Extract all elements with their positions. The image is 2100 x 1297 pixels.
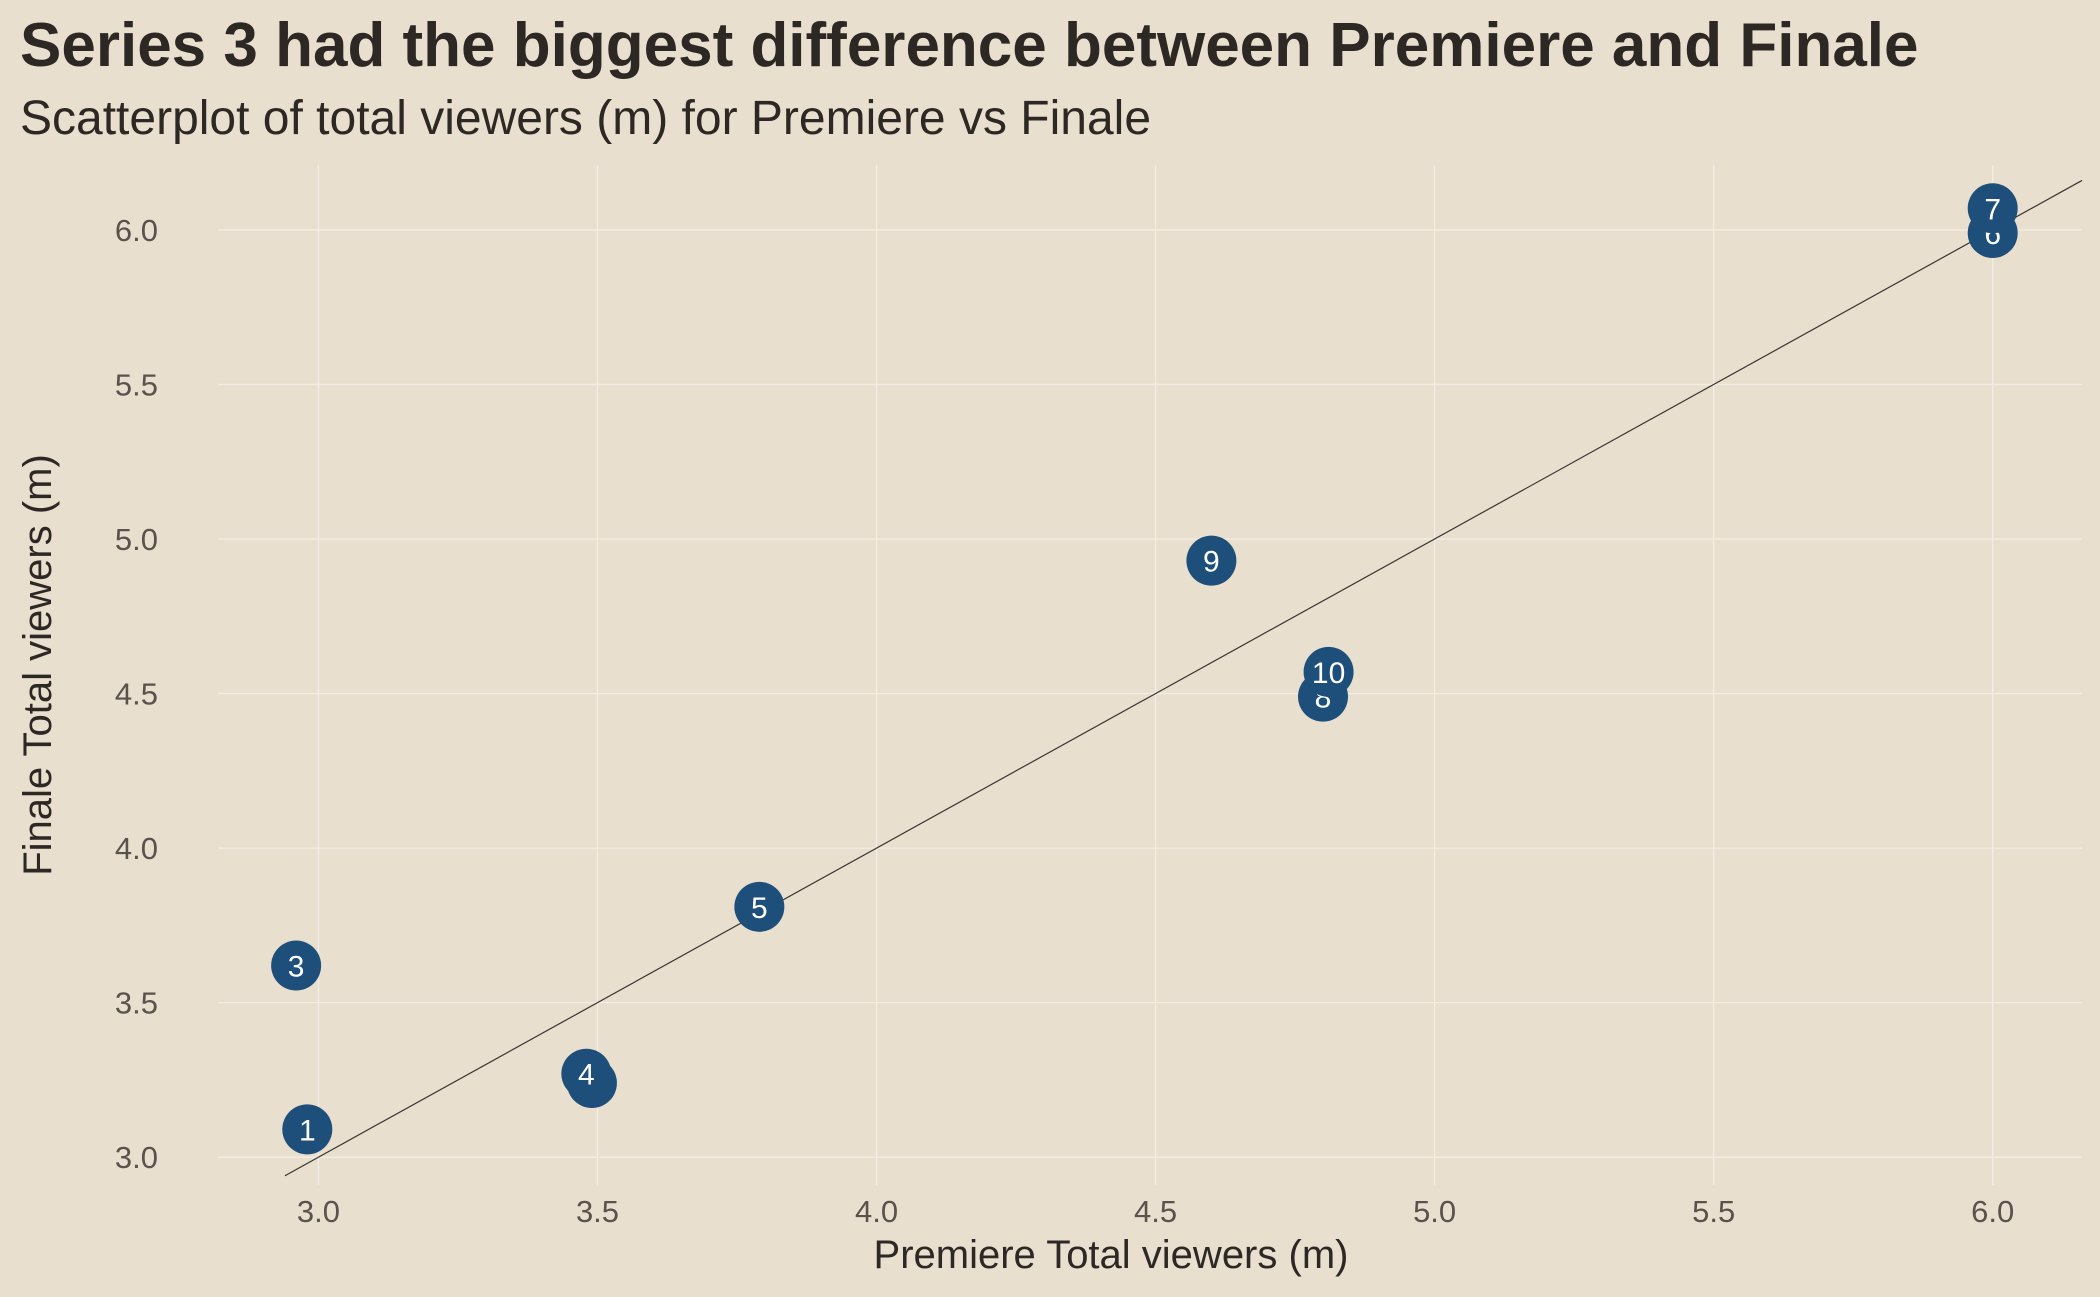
data-point-label: 3: [288, 951, 305, 984]
y-tick-label: 5.0: [115, 522, 158, 557]
reference-line-layer: [284, 179, 2083, 1177]
data-point-label: 1: [299, 1114, 316, 1147]
point-layer: 12345678910: [271, 183, 2018, 1155]
y-tick-label: 6.0: [115, 213, 158, 248]
data-point-label: 5: [751, 892, 768, 925]
data-point: 4: [561, 1048, 612, 1099]
x-tick-label: 5.0: [1413, 1194, 1456, 1229]
tick-label-layer: 3.0 3.5 4.0 4.5 5.0 5.5 6.0 3.0 3.5 4.0 4.5 5.0 5.5 6…: [115, 213, 2014, 1229]
x-tick-label: 3.5: [576, 1194, 619, 1229]
data-point: 9: [1186, 535, 1237, 586]
data-point-marker: [1967, 183, 2018, 234]
x-tick-label: 3.0: [297, 1194, 340, 1229]
data-point-marker: [271, 940, 322, 991]
x-axis-label: Premiere Total viewers (m): [874, 1233, 1349, 1277]
y-axis-label: Finale Total viewers (m): [16, 454, 60, 876]
x-tick-label: 4.0: [855, 1194, 898, 1229]
data-point: 5: [734, 881, 785, 932]
data-point-marker: [1186, 535, 1237, 586]
y-tick-label: 4.0: [115, 831, 158, 866]
data-point-marker: [734, 881, 785, 932]
reference-line: [284, 179, 2083, 1177]
data-point-marker: [561, 1048, 612, 1099]
data-point: 3: [271, 940, 322, 991]
chart-title: Series 3 had the biggest difference betw…: [20, 11, 1919, 80]
data-point: 10: [1303, 646, 1354, 697]
x-tick-label: 5.5: [1692, 1194, 1735, 1229]
data-point-marker: [282, 1104, 333, 1155]
x-tick-label: 4.5: [1134, 1194, 1177, 1229]
data-point-label: 9: [1203, 546, 1220, 579]
data-point-label: 10: [1312, 657, 1345, 690]
y-tick-label: 4.5: [115, 677, 158, 712]
y-tick-label: 5.5: [115, 367, 158, 402]
x-tick-label: 6.0: [1971, 1194, 2014, 1229]
data-point: 1: [282, 1104, 333, 1155]
chart-subtitle: Scatterplot of total viewers (m) for Pre…: [20, 92, 1152, 145]
data-point: 7: [1967, 183, 2018, 234]
grid-layer: [218, 165, 2082, 1185]
data-point-marker: [1303, 646, 1354, 697]
y-tick-label: 3.0: [115, 1140, 158, 1175]
data-point-label: 4: [578, 1059, 595, 1092]
y-tick-label: 3.5: [115, 986, 158, 1021]
data-point-label: 7: [1984, 193, 2001, 226]
